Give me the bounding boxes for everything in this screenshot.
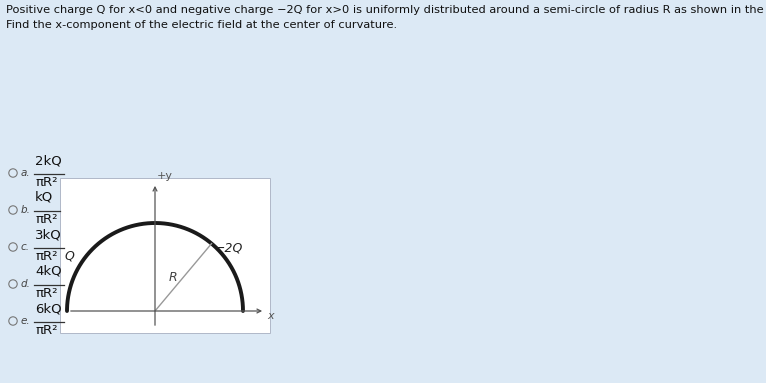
Text: Q: Q xyxy=(64,250,74,263)
Text: c.: c. xyxy=(21,242,30,252)
Text: Find the x-component of the electric field at the center of curvature.: Find the x-component of the electric fie… xyxy=(6,20,397,30)
Text: x: x xyxy=(267,311,273,321)
Text: kQ: kQ xyxy=(35,191,54,204)
Text: Positive charge Q for x<0 and negative charge −2Q for x>0 is uniformly distribut: Positive charge Q for x<0 and negative c… xyxy=(6,5,766,15)
Text: a.: a. xyxy=(21,168,31,178)
FancyBboxPatch shape xyxy=(60,178,270,333)
Text: πR²: πR² xyxy=(35,213,57,226)
Text: e.: e. xyxy=(21,316,31,326)
Text: 3kQ: 3kQ xyxy=(35,228,62,241)
Text: 6kQ: 6kQ xyxy=(35,302,61,315)
Text: −2Q: −2Q xyxy=(214,241,244,254)
Text: πR²: πR² xyxy=(35,176,57,189)
Text: b.: b. xyxy=(21,205,31,215)
Text: d.: d. xyxy=(21,279,31,289)
Text: 4kQ: 4kQ xyxy=(35,265,61,278)
Text: 2kQ: 2kQ xyxy=(35,154,62,167)
Text: +y: +y xyxy=(157,171,173,181)
Text: R: R xyxy=(169,271,177,284)
Text: πR²: πR² xyxy=(35,250,57,263)
Text: πR²: πR² xyxy=(35,287,57,300)
Text: πR²: πR² xyxy=(35,324,57,337)
